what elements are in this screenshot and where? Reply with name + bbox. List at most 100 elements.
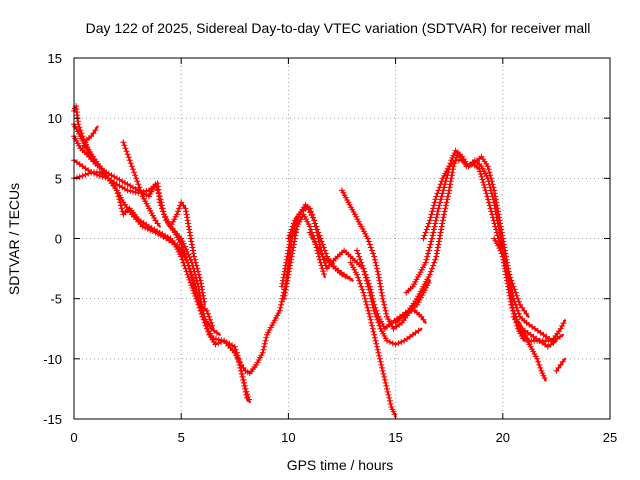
data-point xyxy=(242,385,249,392)
data-point xyxy=(367,244,374,251)
data-point xyxy=(127,188,134,194)
data-point xyxy=(381,373,388,380)
data-point xyxy=(123,148,130,155)
data-point xyxy=(362,295,368,302)
data-point xyxy=(376,352,383,359)
data-point xyxy=(500,256,507,263)
data-point xyxy=(243,388,250,395)
data-point xyxy=(434,244,441,251)
data-point xyxy=(560,320,567,327)
data-point xyxy=(488,175,494,182)
data-point xyxy=(431,226,437,233)
data-point xyxy=(102,174,109,181)
data-point xyxy=(213,329,220,336)
data-point xyxy=(149,228,156,235)
data-point xyxy=(375,319,382,326)
data-point xyxy=(374,343,380,350)
data-point xyxy=(439,190,446,197)
x-tick-label: 25 xyxy=(603,430,617,445)
data-point xyxy=(261,343,268,350)
data-point xyxy=(374,265,380,272)
markers-s7 xyxy=(120,139,161,227)
data-point xyxy=(386,339,393,345)
data-point xyxy=(426,271,433,278)
data-point xyxy=(426,217,433,224)
data-point xyxy=(488,208,495,215)
data-point xyxy=(431,223,438,230)
data-point xyxy=(364,280,371,287)
y-tick-label: 10 xyxy=(48,111,62,126)
data-series-s10 xyxy=(287,153,564,342)
data-point xyxy=(280,277,286,284)
markers-s18 xyxy=(403,147,526,342)
data-point xyxy=(487,205,494,212)
data-point xyxy=(366,310,373,317)
data-point xyxy=(433,253,440,260)
data-point xyxy=(195,268,202,275)
data-point xyxy=(371,331,378,338)
data-point xyxy=(193,262,200,269)
markers-s9 xyxy=(233,349,252,403)
data-point xyxy=(429,235,435,242)
data-point xyxy=(382,307,389,314)
data-point xyxy=(427,214,434,221)
data-point xyxy=(284,253,291,260)
data-point xyxy=(195,271,202,278)
data-point xyxy=(384,337,390,344)
data-point xyxy=(487,172,494,179)
data-point xyxy=(420,235,427,242)
markers-s14 xyxy=(339,187,432,332)
data-point xyxy=(190,280,197,287)
data-point xyxy=(385,391,392,398)
data-point xyxy=(489,214,496,221)
data-point xyxy=(434,190,441,197)
y-axis-label: SDTVAR / TECUs xyxy=(6,183,22,295)
data-point xyxy=(136,184,143,191)
data-point xyxy=(282,286,289,293)
markers-s17 xyxy=(392,307,427,326)
data-point xyxy=(79,145,86,152)
data-point xyxy=(431,259,438,266)
data-point xyxy=(379,295,386,302)
data-point xyxy=(374,268,381,275)
data-point xyxy=(508,277,515,284)
data-point xyxy=(432,196,439,203)
data-point xyxy=(372,259,379,266)
data-point xyxy=(514,295,521,302)
data-point xyxy=(362,298,369,305)
data-point xyxy=(559,322,566,329)
data-point xyxy=(193,289,200,296)
data-point xyxy=(154,220,161,227)
data-point xyxy=(240,376,247,383)
data-point xyxy=(432,217,439,224)
data-point xyxy=(498,229,505,236)
data-point xyxy=(506,271,513,278)
data-point xyxy=(372,337,379,344)
data-point xyxy=(238,370,245,377)
data-point xyxy=(356,253,363,260)
data-point xyxy=(135,181,142,188)
data-point xyxy=(205,310,211,317)
data-point xyxy=(176,205,183,212)
data-point xyxy=(380,370,387,377)
data-point xyxy=(121,142,128,149)
data-point xyxy=(493,226,500,233)
data-point xyxy=(500,238,507,245)
data-point xyxy=(160,208,166,215)
markers-s10 xyxy=(285,151,563,344)
data-point xyxy=(378,361,385,368)
data-point xyxy=(386,397,393,404)
data-point xyxy=(484,193,491,200)
data-point xyxy=(178,241,185,248)
ticks: 0 5 10 15 20 25 -15 -10 -5 0 5 10 15 xyxy=(43,51,617,445)
data-point xyxy=(369,325,376,332)
data-point xyxy=(377,358,384,365)
data-point xyxy=(183,208,189,215)
data-point xyxy=(128,163,135,170)
data-point xyxy=(423,256,430,263)
data-point xyxy=(318,262,325,269)
data-point xyxy=(181,250,188,257)
data-point xyxy=(515,298,522,305)
data-point xyxy=(317,259,324,266)
data-point xyxy=(423,226,430,233)
